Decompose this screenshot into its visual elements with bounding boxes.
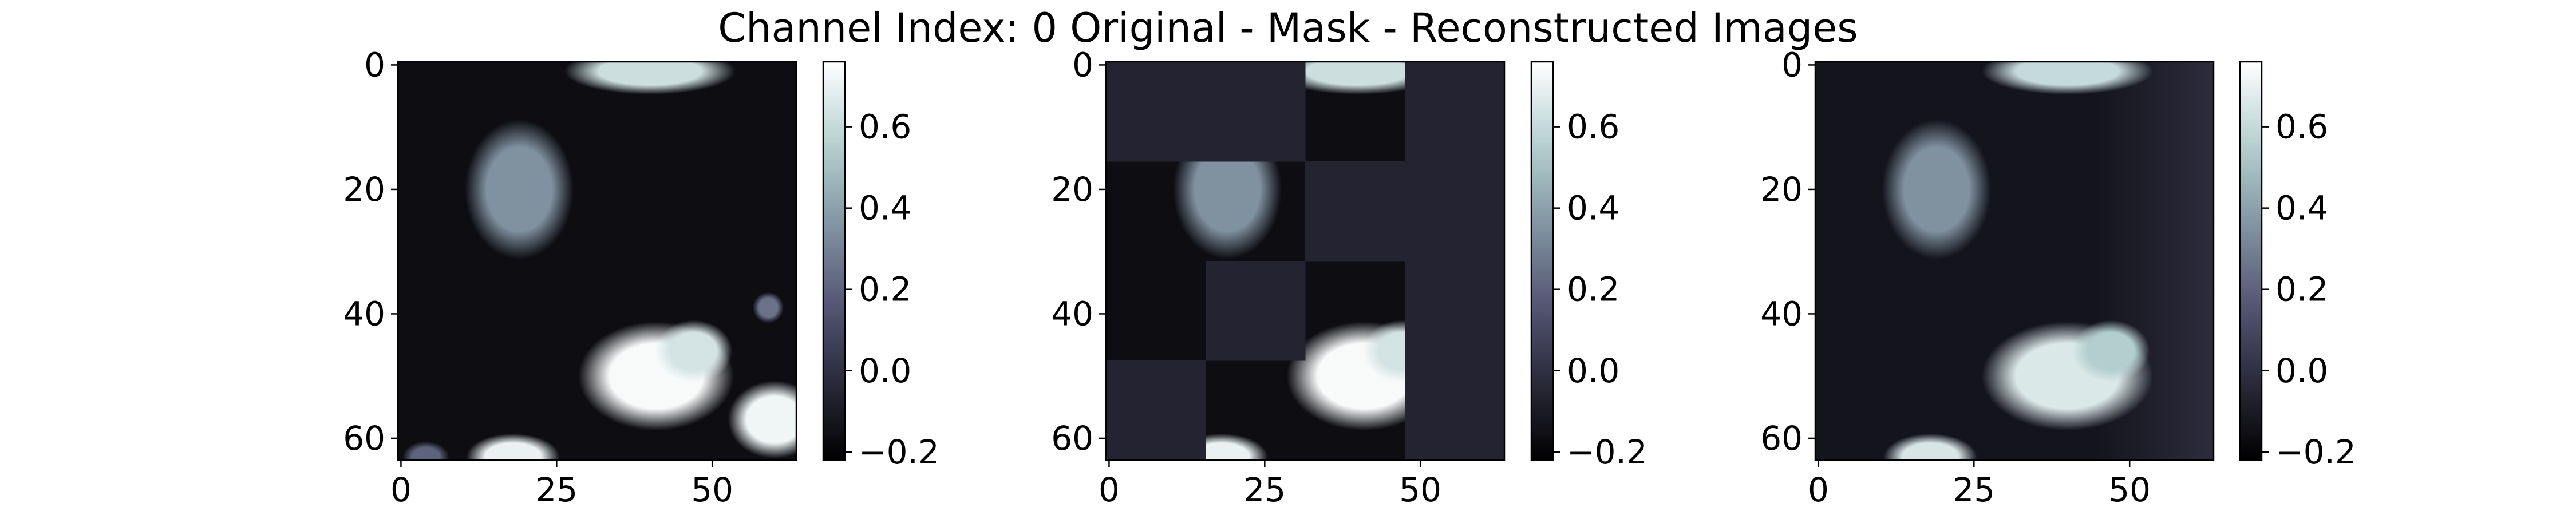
x-tick-label: 50 bbox=[1399, 470, 1441, 509]
y-tick-label: 20 bbox=[1051, 170, 1093, 209]
y-tick-label: 60 bbox=[1051, 419, 1093, 458]
colorbar-tick-label: 0.4 bbox=[1567, 189, 1619, 228]
colorbar: −0.2 0.0 0.2 0.4 0.6 bbox=[822, 61, 939, 472]
image-reconstructed bbox=[1815, 62, 2214, 460]
colorbar-tick-label: 0.6 bbox=[859, 108, 911, 146]
x-tick-label: 25 bbox=[535, 470, 578, 509]
blob bbox=[1882, 119, 1992, 260]
colorbar-gradient bbox=[2239, 61, 2263, 461]
colorbar-tick-label: −0.2 bbox=[1567, 433, 1647, 472]
colorbar-tick-label: 0.2 bbox=[1567, 270, 1619, 309]
masked-patch bbox=[1206, 261, 1306, 361]
blob bbox=[2072, 320, 2150, 383]
image-original bbox=[398, 62, 796, 460]
masked-patch bbox=[1206, 62, 1306, 162]
x-tick-label: 0 bbox=[1099, 470, 1120, 509]
image-mask bbox=[1106, 62, 1504, 460]
colorbar-tick-label: 0.2 bbox=[2275, 270, 2328, 309]
y-tick-label: 40 bbox=[1051, 294, 1093, 333]
masked-patch bbox=[1106, 360, 1206, 460]
heatmap-panel-mask: 0 25 50 0 20 40 60 bbox=[1051, 45, 1506, 509]
colorbar-tick-label: 0.4 bbox=[2275, 189, 2328, 228]
y-tick-label: 20 bbox=[1760, 170, 1803, 209]
colorbar-gradient bbox=[822, 61, 846, 461]
blob bbox=[728, 381, 796, 459]
y-tick-label: 60 bbox=[343, 419, 385, 458]
y-tick-label: 40 bbox=[343, 294, 385, 333]
blob bbox=[402, 441, 449, 460]
masked-patch bbox=[1305, 161, 1405, 262]
x-tick-label: 0 bbox=[1808, 470, 1829, 509]
axes-frame bbox=[1105, 61, 1506, 461]
x-tick-label: 25 bbox=[1243, 470, 1286, 509]
colorbar-tick-label: 0.6 bbox=[1567, 108, 1619, 146]
x-tick-label: 50 bbox=[691, 470, 733, 509]
colorbar-tick-label: 0.0 bbox=[1567, 351, 1619, 390]
colorbar: −0.2 0.0 0.2 0.4 0.6 bbox=[2239, 61, 2356, 472]
x-tick-label: 0 bbox=[390, 470, 412, 509]
y-tick-label: 60 bbox=[1760, 419, 1803, 458]
masked-patch bbox=[1405, 62, 1504, 162]
colorbar: −0.2 0.0 0.2 0.4 0.6 bbox=[1530, 61, 1647, 472]
blob bbox=[1981, 62, 2153, 95]
masked-patch bbox=[1106, 62, 1206, 162]
colorbar-tick-label: 0.6 bbox=[2275, 108, 2328, 146]
colorbar-tick-label: 0.2 bbox=[859, 270, 911, 309]
blob bbox=[654, 320, 733, 383]
colorbar-tick-label: −0.2 bbox=[2275, 433, 2356, 472]
masked-patch bbox=[1405, 360, 1504, 460]
blob bbox=[464, 119, 574, 260]
y-tick-label: 20 bbox=[343, 170, 385, 209]
colorbar-tick-label: −0.2 bbox=[859, 433, 939, 472]
blob bbox=[1272, 62, 1444, 95]
blob bbox=[466, 433, 560, 460]
heatmap-panel-reconstructed: 0 25 50 0 20 40 60 bbox=[1760, 45, 2215, 509]
colorbar-gradient bbox=[1530, 61, 1554, 461]
masked-patch bbox=[1405, 261, 1504, 361]
axes-frame bbox=[397, 61, 797, 461]
axes-frame bbox=[1814, 61, 2215, 461]
x-tick-label: 50 bbox=[2108, 470, 2151, 509]
y-tick-label: 40 bbox=[1760, 294, 1803, 333]
y-tick-label: 0 bbox=[1072, 45, 1093, 84]
y-tick-label: 0 bbox=[1781, 45, 1803, 84]
colorbar-tick-label: 0.0 bbox=[859, 351, 911, 390]
x-tick-label: 25 bbox=[1953, 470, 1995, 509]
colorbar-tick-label: 0.0 bbox=[2275, 351, 2328, 390]
heatmap-panel-original: 0 25 50 0 20 40 60 bbox=[343, 45, 797, 509]
colorbar-tick-label: 0.4 bbox=[859, 189, 911, 228]
blob bbox=[1883, 433, 1977, 460]
blob bbox=[752, 292, 784, 323]
masked-patch bbox=[1405, 161, 1504, 262]
figure-title: Channel Index: 0 Original - Mask - Recon… bbox=[718, 5, 1858, 52]
y-tick-label: 0 bbox=[364, 45, 385, 84]
blob bbox=[564, 62, 736, 95]
